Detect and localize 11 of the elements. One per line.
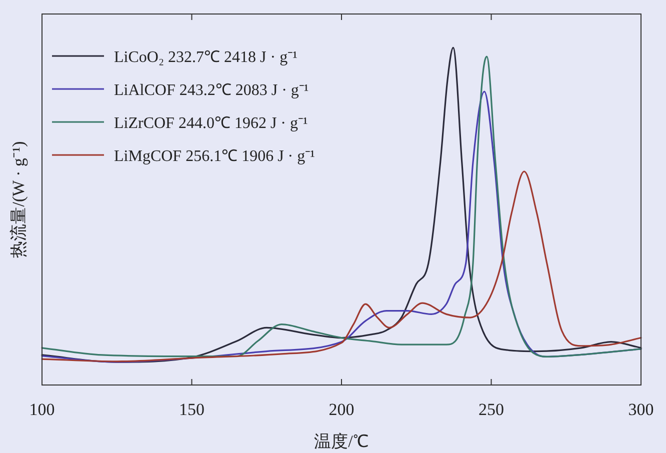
x-tick-label: 300 — [628, 400, 654, 419]
legend-label: LiCoO₂ 232.7℃ 2418 J · g⁻¹ — [114, 49, 298, 66]
x-tick-label: 200 — [328, 400, 354, 419]
legend-label: LiMgCOF 256.1℃ 1906 J · g⁻¹ — [114, 148, 316, 165]
x-tick-label: 100 — [29, 400, 55, 419]
legend-label: LiAlCOF 243.2℃ 2083 J · g⁻¹ — [114, 82, 309, 99]
y-axis-title: 热流量/(W · g⁻¹) — [9, 141, 28, 258]
x-tick-label: 150 — [179, 400, 204, 419]
x-axis-title: 温度/℃ — [314, 432, 369, 451]
x-tick-label: 250 — [478, 400, 504, 419]
legend-label: LiZrCOF 244.0℃ 1962 J · g⁻¹ — [114, 115, 308, 132]
